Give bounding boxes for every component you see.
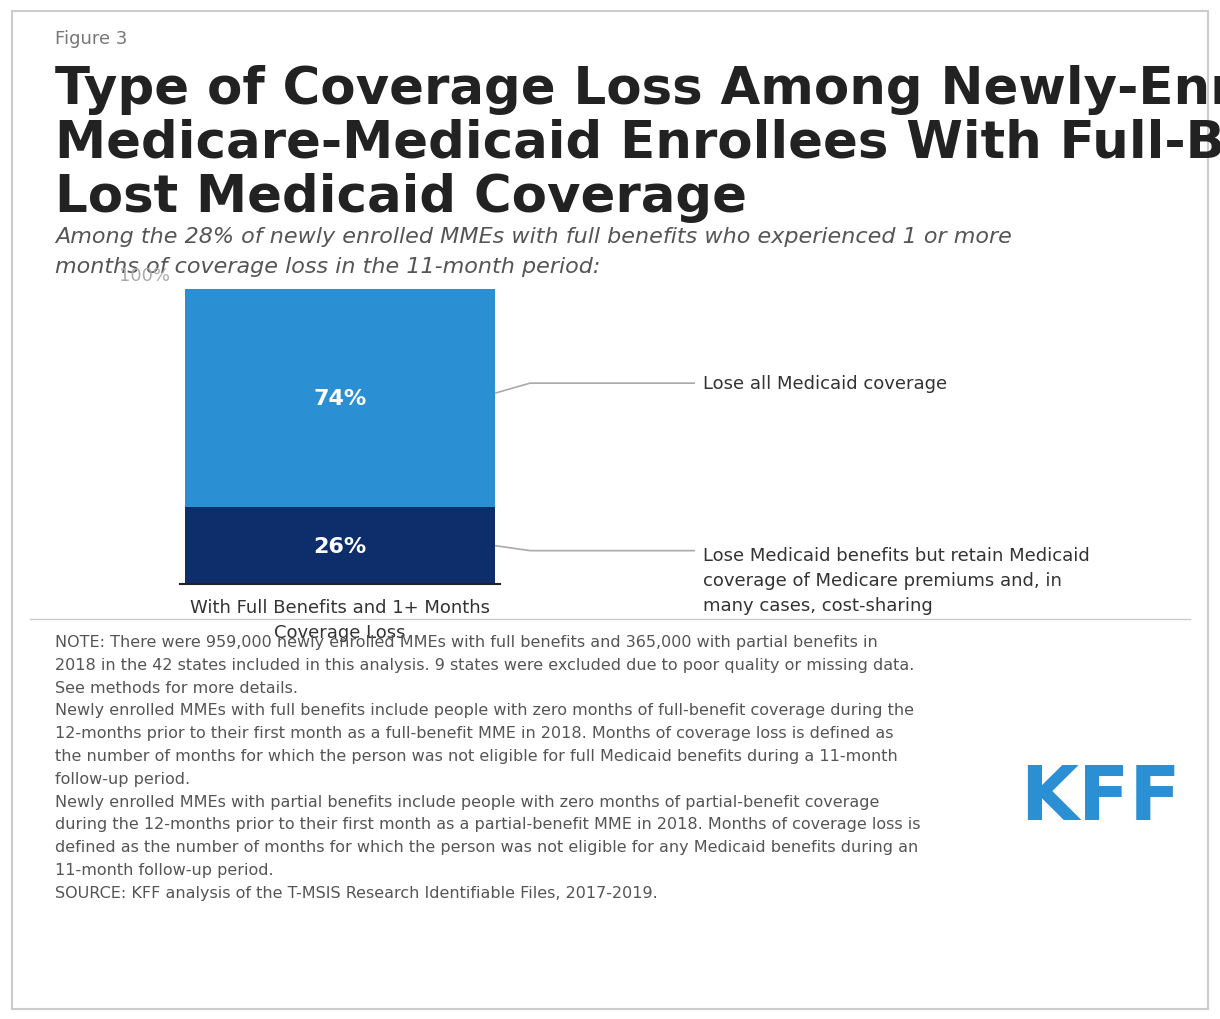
Bar (185, 507, 495, 585)
Text: NOTE: There were 959,000 newly enrolled MMEs with full benefits and 365,000 with: NOTE: There were 959,000 newly enrolled … (55, 635, 921, 900)
Text: Type of Coverage Loss Among Newly-Enrolled: Type of Coverage Loss Among Newly-Enroll… (55, 65, 1220, 115)
FancyBboxPatch shape (12, 12, 1208, 1009)
Text: Lost Medicaid Coverage: Lost Medicaid Coverage (55, 173, 747, 223)
Text: 100%: 100% (120, 267, 170, 284)
Text: With Full Benefits and 1+ Months
Coverage Loss: With Full Benefits and 1+ Months Coverag… (190, 598, 490, 641)
Text: Among the 28% of newly enrolled MMEs with full benefits who experienced 1 or mor: Among the 28% of newly enrolled MMEs wit… (55, 227, 1011, 276)
Bar (185, 289, 495, 507)
Text: Figure 3: Figure 3 (55, 30, 127, 48)
Text: KFF: KFF (1020, 763, 1180, 836)
Text: Lose all Medicaid coverage: Lose all Medicaid coverage (703, 375, 947, 392)
Text: Lose Medicaid benefits but retain Medicaid
coverage of Medicare premiums and, in: Lose Medicaid benefits but retain Medica… (703, 546, 1089, 614)
Text: 74%: 74% (314, 389, 367, 409)
Text: 26%: 26% (314, 536, 367, 556)
Text: Medicare-Medicaid Enrollees With Full-Benefits Who: Medicare-Medicaid Enrollees With Full-Be… (55, 119, 1220, 169)
